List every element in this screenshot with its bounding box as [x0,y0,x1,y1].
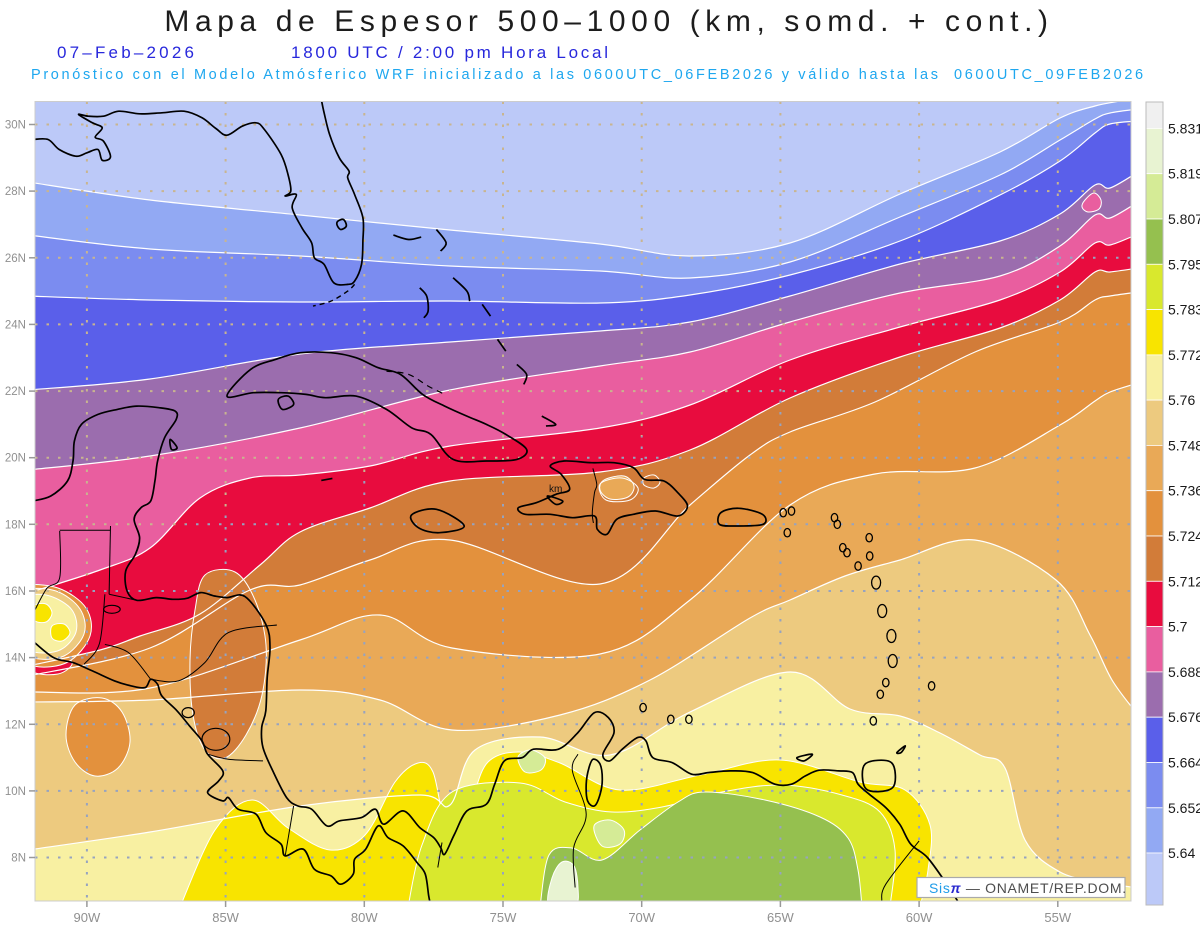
svg-text:10N: 10N [5,786,26,798]
svg-text:5.772: 5.772 [1168,347,1200,363]
svg-text:65W: 65W [767,910,794,925]
svg-text:28N: 28N [5,186,26,198]
svg-text:5.819: 5.819 [1168,166,1200,182]
svg-text:90W: 90W [74,910,101,925]
svg-text:5.795: 5.795 [1168,256,1200,272]
svg-text:70W: 70W [628,910,655,925]
svg-text:60W: 60W [906,910,933,925]
svg-text:5.736: 5.736 [1168,483,1200,499]
svg-text:8N: 8N [11,853,26,865]
svg-text:80W: 80W [351,910,378,925]
svg-text:5.7: 5.7 [1168,619,1188,635]
svg-text:5.652: 5.652 [1168,800,1200,816]
svg-text:18N: 18N [5,519,26,531]
svg-text:20N: 20N [5,453,26,465]
svg-text:24N: 24N [5,319,26,331]
svg-text:85W: 85W [212,910,239,925]
svg-text:26N: 26N [5,253,26,265]
svg-text:5.831: 5.831 [1168,120,1200,136]
svg-text:5.807: 5.807 [1168,211,1200,227]
svg-text:14N: 14N [5,653,26,665]
svg-text:75W: 75W [490,910,517,925]
svg-text:5.748: 5.748 [1168,437,1200,453]
svg-text:55W: 55W [1044,910,1071,925]
svg-text:5.676: 5.676 [1168,709,1200,725]
svg-text:22N: 22N [5,386,26,398]
svg-text:5.64: 5.64 [1168,845,1195,861]
svg-text:5.724: 5.724 [1168,528,1200,544]
svg-text:5.664: 5.664 [1168,755,1200,771]
svg-text:km: km [549,484,562,495]
svg-text:16N: 16N [5,586,26,598]
svg-text:Sisπ — ONAMET/REP.DOM.: Sisπ — ONAMET/REP.DOM. [929,880,1127,896]
svg-text:5.76: 5.76 [1168,392,1195,408]
svg-text:5.712: 5.712 [1168,573,1200,589]
svg-text:30N: 30N [5,120,26,132]
svg-text:12N: 12N [5,719,26,731]
svg-text:5.688: 5.688 [1168,664,1200,680]
svg-text:5.783: 5.783 [1168,302,1200,318]
